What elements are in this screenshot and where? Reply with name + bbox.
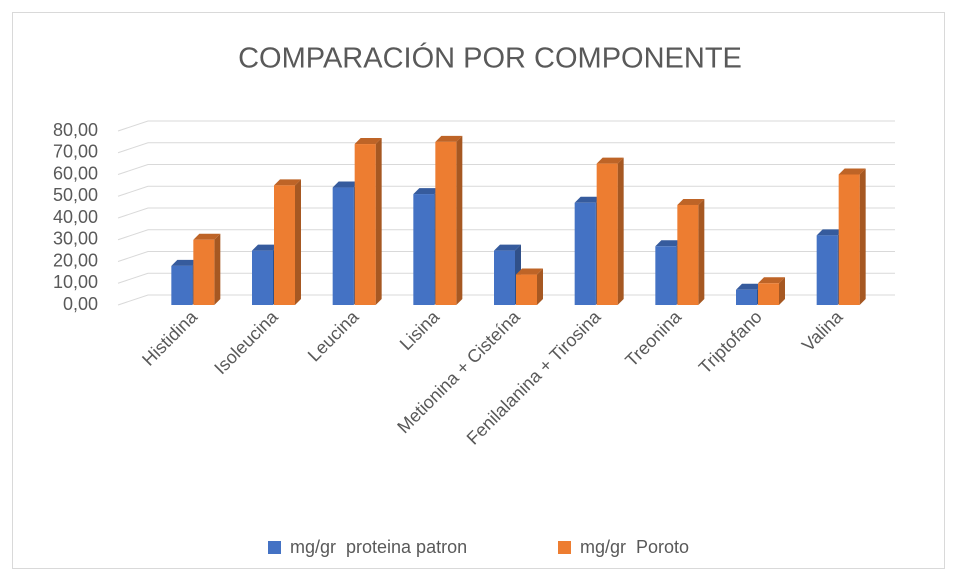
y-tick-label: 20,00 — [53, 250, 98, 270]
bar-top — [677, 198, 705, 205]
y-tick-label: 60,00 — [53, 163, 98, 183]
legend-label: mg/gr proteina patron — [290, 537, 467, 557]
bar-side — [375, 138, 382, 305]
grid-line — [117, 207, 895, 219]
bar-front — [332, 187, 354, 305]
bar-front — [354, 144, 376, 305]
y-tick-label: 40,00 — [53, 207, 98, 227]
y-tick-label: 50,00 — [53, 185, 98, 205]
bar-front — [193, 239, 215, 305]
y-tick-label: 70,00 — [53, 142, 98, 162]
bar-top — [274, 179, 301, 186]
bar-front — [516, 274, 537, 305]
bar — [596, 157, 624, 305]
bar-side — [617, 157, 624, 305]
bar-side — [859, 168, 866, 305]
y-tick-label: 30,00 — [53, 229, 98, 249]
bar-front — [494, 250, 515, 305]
bar-top — [171, 259, 199, 266]
chart-border — [12, 12, 945, 569]
bar-front — [677, 204, 699, 305]
bar-front — [596, 163, 618, 305]
bar-front — [655, 246, 677, 305]
legend-label: mg/gr Poroto — [580, 537, 689, 557]
bar — [838, 168, 866, 305]
bar — [354, 138, 382, 305]
bar-front — [758, 283, 779, 305]
bar — [758, 277, 785, 305]
y-tick-label: 0,00 — [63, 294, 98, 314]
grid-line — [117, 185, 895, 197]
grid-line — [117, 229, 895, 241]
grid-line — [117, 251, 895, 262]
bar-front — [274, 185, 295, 305]
bar-top — [252, 244, 279, 251]
bar-front — [413, 194, 435, 305]
bar — [193, 233, 221, 305]
bar-front — [252, 250, 273, 305]
grid-line — [117, 164, 895, 175]
bar-front — [816, 235, 838, 305]
bar-side — [537, 268, 543, 305]
bar-top — [435, 135, 463, 142]
bar-top — [193, 233, 221, 240]
bar-front — [435, 141, 457, 305]
bar-top — [413, 188, 441, 195]
bar-top — [574, 196, 602, 203]
grid-line — [117, 120, 895, 132]
grid-line — [117, 142, 895, 154]
legend-swatch — [558, 541, 571, 554]
bar-top — [736, 283, 763, 290]
bar-side — [698, 198, 705, 305]
bar-side — [456, 135, 463, 305]
bar-front — [171, 265, 193, 305]
bar-side — [214, 233, 221, 305]
bar-top — [354, 138, 382, 145]
bar-top — [596, 157, 624, 164]
bar-front — [736, 289, 757, 305]
bar-top — [494, 244, 521, 251]
bar — [677, 198, 705, 305]
bar-side — [779, 277, 785, 305]
bar-top — [758, 277, 785, 284]
legend-swatch — [268, 541, 281, 554]
chart-title: COMPARACIÓN POR COMPONENTE — [238, 42, 742, 75]
bar-top — [332, 181, 360, 188]
bar-front — [838, 174, 860, 305]
bar — [435, 135, 463, 305]
bar — [516, 268, 543, 305]
bar-top — [516, 268, 543, 275]
y-tick-label: 80,00 — [53, 120, 98, 140]
bar-top — [838, 168, 866, 175]
bar-top — [816, 229, 844, 236]
grid-line — [117, 272, 895, 284]
bar-top — [655, 240, 683, 247]
grid-line — [117, 294, 895, 306]
y-tick-label: 10,00 — [53, 272, 98, 292]
bar-side — [295, 179, 301, 305]
bar-front — [574, 202, 596, 305]
bar — [274, 179, 301, 305]
